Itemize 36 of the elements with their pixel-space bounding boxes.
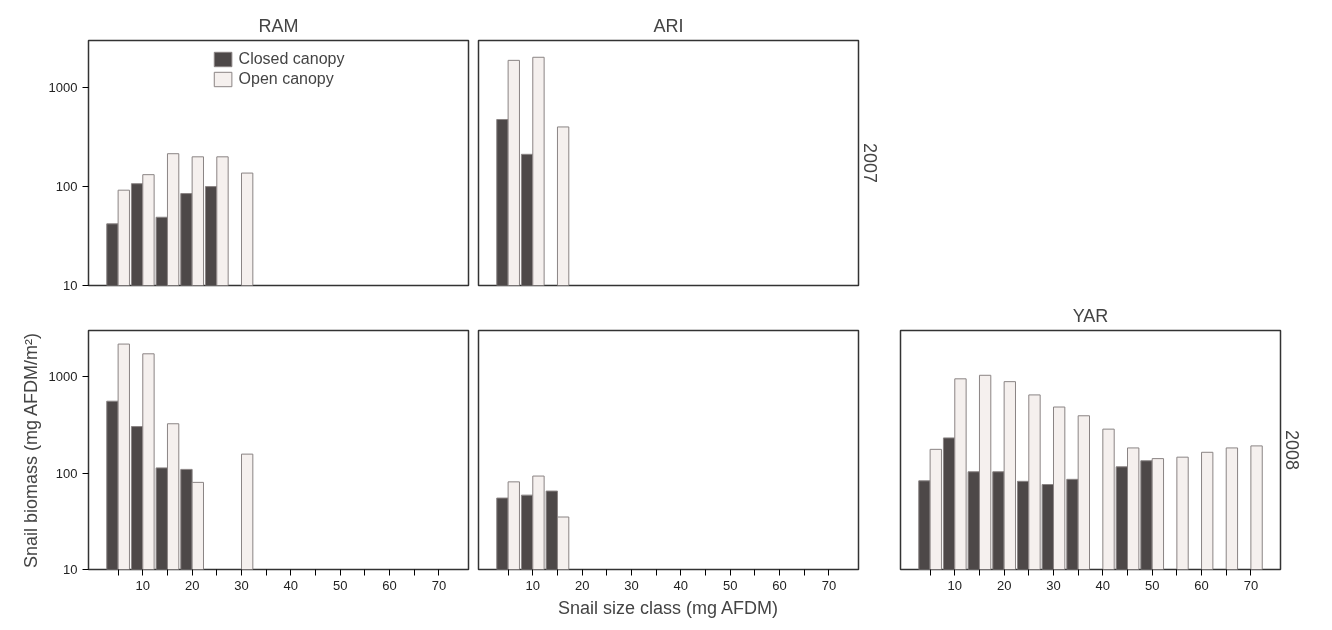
- x-tick-label: 10: [135, 577, 151, 593]
- legend-label: Closed canopy: [238, 50, 345, 68]
- x-tick-label: 70: [431, 577, 447, 593]
- x-tick-label: 30: [234, 577, 249, 593]
- x-axis-title: Snail size class (mg AFDM): [557, 597, 779, 618]
- text: 2008: [1281, 429, 1302, 471]
- text: 2007: [859, 142, 880, 184]
- x-tick-label: 60: [382, 577, 397, 593]
- x-tick-label: 60: [1194, 577, 1209, 593]
- x-tick-label: 30: [1046, 577, 1061, 593]
- chart-title: RAM: [258, 15, 299, 36]
- x-tick-label: 10: [947, 577, 963, 593]
- legend-label: Open canopy: [238, 70, 334, 88]
- x-tick-label: 40: [283, 577, 299, 593]
- x-tick-label: 20: [184, 577, 200, 593]
- x-tick-label: 50: [332, 577, 348, 593]
- y-tick-label: 100: [55, 179, 78, 195]
- x-tick-label: 70: [821, 577, 837, 593]
- y-tick-label: 100: [55, 465, 78, 481]
- y-tick-label: 1000: [48, 80, 78, 96]
- x-tick-label: 10: [525, 577, 541, 593]
- x-tick-label: 50: [1144, 577, 1160, 593]
- x-tick-label: 50: [722, 577, 738, 593]
- x-tick-label: 40: [1095, 577, 1111, 593]
- x-tick-label: 20: [574, 577, 590, 593]
- x-tick-label: 30: [624, 577, 639, 593]
- x-tick-label: 70: [1243, 577, 1259, 593]
- chart-title: ARI: [653, 15, 684, 36]
- x-tick-label: 20: [996, 577, 1012, 593]
- x-tick-label: 60: [772, 577, 787, 593]
- y-tick-label: 10: [63, 562, 78, 577]
- y-axis-title: Snail biomass (mg AFDM/m²): [20, 332, 41, 569]
- chart-title: YAR: [1072, 305, 1109, 326]
- y-tick-label: 10: [63, 278, 78, 293]
- x-tick-label: 40: [673, 577, 689, 593]
- y-tick-label: 1000: [48, 369, 78, 385]
